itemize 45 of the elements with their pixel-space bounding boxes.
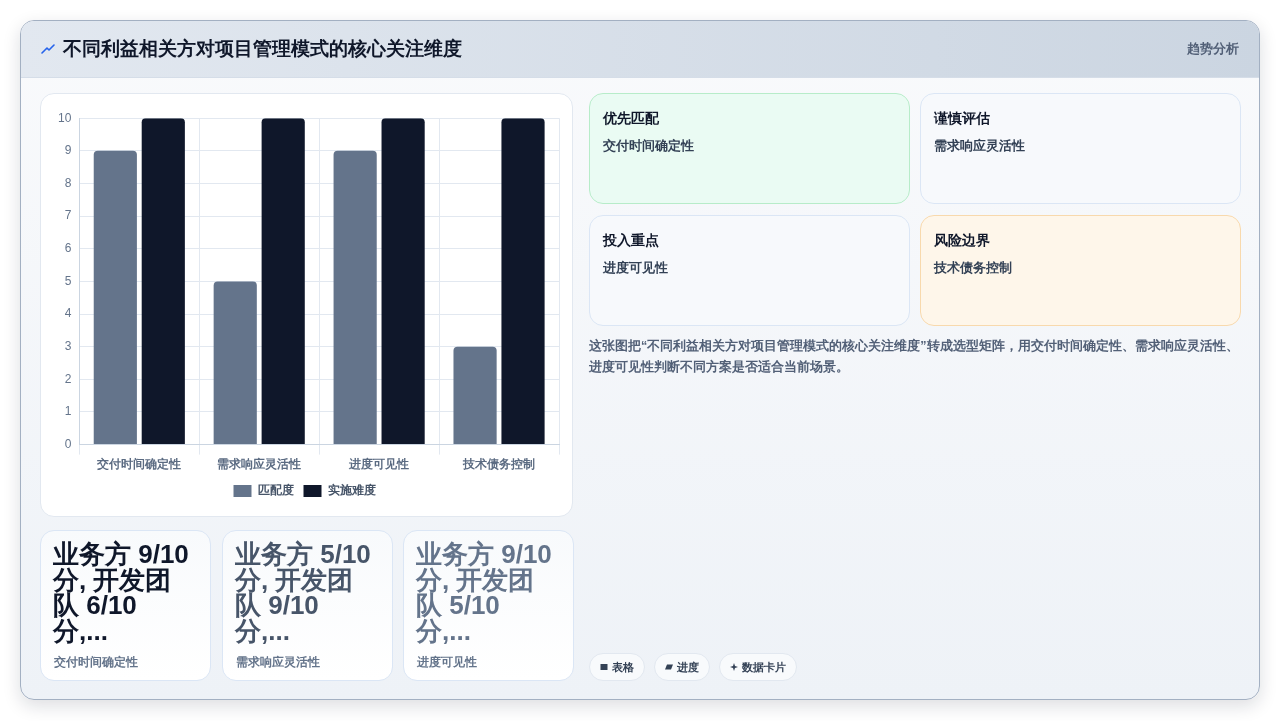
text: 需求响应灵活性 <box>236 654 320 670</box>
text: 进度可见性 <box>417 654 477 670</box>
chart-title: 不同利益相关方对项目管理模式的核心关注维度 <box>63 37 462 61</box>
text: 风险边界 <box>934 231 990 250</box>
text: 优先匹配 <box>603 109 659 128</box>
text: 趋势分析 <box>1187 40 1239 58</box>
y-tick-label: 4 <box>64 306 72 321</box>
y-tick-label: 2 <box>64 371 72 386</box>
y-tick-label: 5 <box>64 273 72 288</box>
x-tick-label: 技术债务控制 <box>462 457 536 472</box>
bar <box>213 281 257 445</box>
text: 交付时间确定性 <box>603 137 694 155</box>
bar <box>453 346 497 445</box>
y-tick-label: 6 <box>64 241 72 256</box>
x-tick-label: 进度可见性 <box>348 457 410 472</box>
legend-label: 实施难度 <box>327 483 376 498</box>
text: 进度 <box>677 659 699 675</box>
bar <box>501 118 545 445</box>
text: 需求响应灵活性 <box>934 137 1025 155</box>
y-tick-label: 3 <box>64 338 72 353</box>
y-tick-label: 9 <box>64 143 72 158</box>
text: 业务方 9/10 分, 开发团队 6/10 分,... <box>53 539 190 646</box>
y-tick-label: 8 <box>64 175 72 190</box>
text: 谨慎评估 <box>934 109 990 128</box>
bar <box>93 150 137 445</box>
text: 进度可见性 <box>603 259 668 277</box>
text: 交付时间确定性 <box>54 654 138 670</box>
legend-label: 匹配度 <box>257 483 294 498</box>
y-tick-label: 1 <box>64 404 72 419</box>
bar <box>333 150 377 445</box>
text: 这张图把“不同利益相关方对项目管理模式的核心关注维度”转成选型矩阵，用交付时间确定性、需求响应灵活性、进度可见性判断不同方案是否适合当前场景。 <box>589 337 1240 376</box>
text: 业务方 5/10 分, 开发团队 9/10 分,... <box>235 539 372 646</box>
y-tick-label: 7 <box>64 208 72 223</box>
bar <box>141 118 185 445</box>
x-tick-label: 交付时间确定性 <box>96 457 182 472</box>
y-tick-label: 10 <box>57 110 72 125</box>
text: 投入重点 <box>603 231 659 250</box>
bar <box>381 118 425 445</box>
text: 数据卡片 <box>742 659 786 675</box>
x-tick-label: 需求响应灵活性 <box>217 457 302 472</box>
text: 表格 <box>612 659 634 675</box>
bar <box>261 118 305 445</box>
text: 技术债务控制 <box>934 260 1012 277</box>
y-tick-label: 0 <box>64 436 72 451</box>
text: 业务方 9/10 分, 开发团队 5/10 分,... <box>416 539 553 646</box>
